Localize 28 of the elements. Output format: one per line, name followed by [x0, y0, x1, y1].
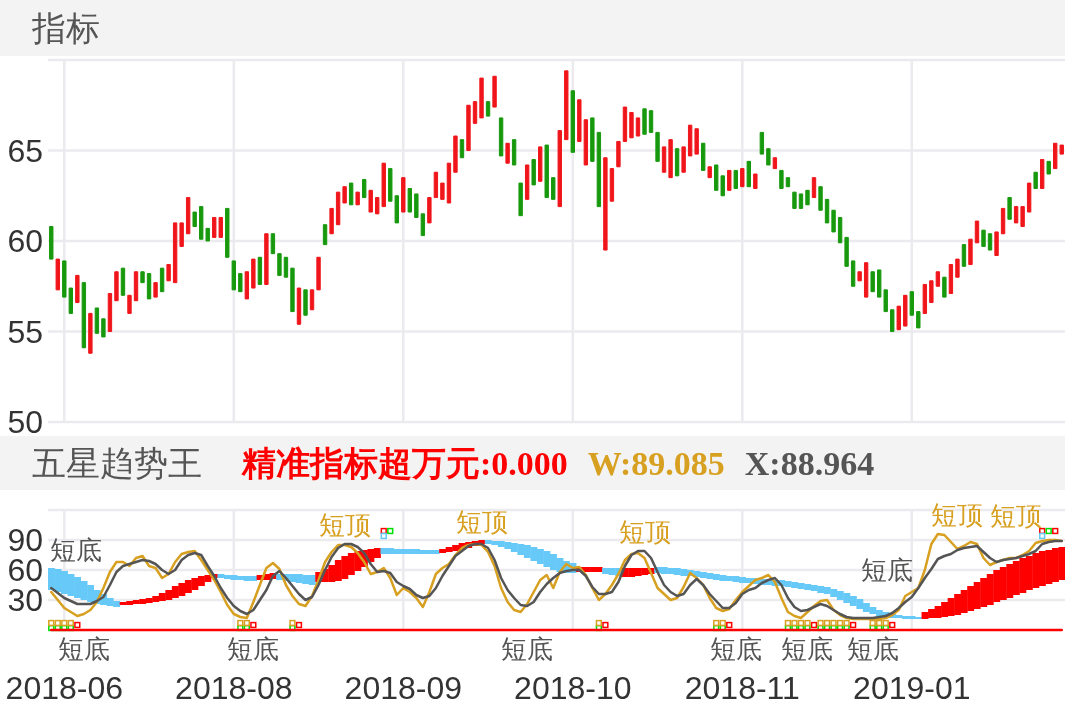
- data-label: 短底: [57, 634, 110, 664]
- text: X:88.964: [744, 444, 875, 482]
- y-tick-label: 55: [7, 313, 43, 350]
- data-label: 短底: [227, 634, 280, 664]
- data-label: 短底: [846, 634, 899, 664]
- x-tick-label: 2018-09: [344, 670, 463, 706]
- chart-title: 五星趋势王: [32, 444, 202, 482]
- text: W:89.085: [587, 444, 725, 482]
- data-label: 短顶: [931, 500, 984, 530]
- x-tick-label: 2019-01: [853, 670, 971, 706]
- data-label: 短顶: [318, 510, 371, 540]
- x-tick-label: 2018-10: [514, 670, 632, 706]
- data-label: 短顶: [455, 507, 508, 537]
- data-label: 短底: [781, 634, 834, 664]
- data-label: 短底: [50, 535, 103, 565]
- x-tick-label: 2018-08: [175, 670, 293, 706]
- data-label: 短顶: [618, 517, 671, 547]
- y-tick-label: 60: [7, 223, 43, 259]
- data-label: 短底: [709, 634, 762, 664]
- y-tick-label: 65: [7, 132, 43, 169]
- chart-title: 指标: [31, 9, 100, 47]
- x-tick-label: 2018-11: [684, 670, 800, 706]
- y-tick-label: 50: [7, 404, 43, 440]
- data-label: 短顶: [990, 501, 1043, 531]
- data-label: 短底: [860, 555, 913, 585]
- x-tick-label: 2018-06: [5, 670, 124, 706]
- text: 精准指标超万元:0.000: [241, 444, 568, 482]
- data-label: 短底: [501, 634, 554, 664]
